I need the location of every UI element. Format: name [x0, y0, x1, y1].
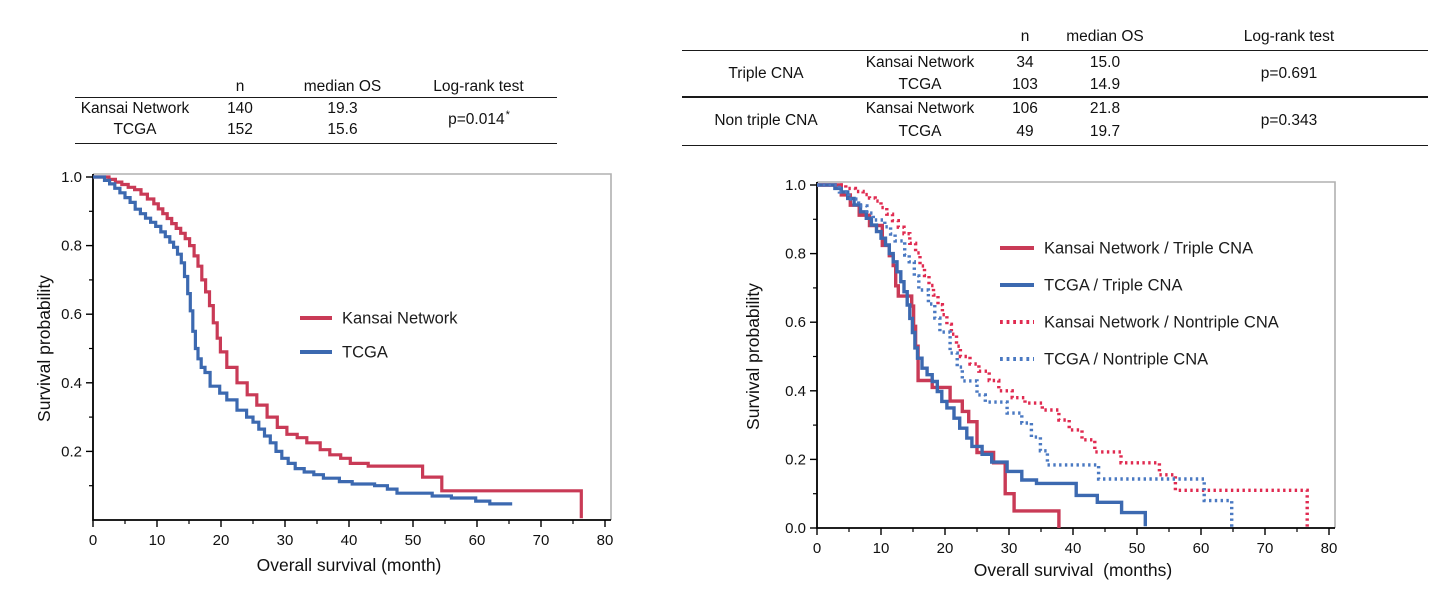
right-table-section-rule [682, 96, 1428, 98]
legend-label: TCGA / Triple CNA [1044, 277, 1182, 295]
right-table-n: 106 [1012, 99, 1038, 117]
x-tick-label: 40 [1065, 540, 1082, 557]
km-chart-by-cna: 0 10 20 30 40 50 60 70 80 1.0 0.8 0.6 0.4 0.2 0.0 Overa… [743, 177, 1338, 580]
legend-label: Kansai Network / Triple CNA [1044, 240, 1253, 258]
legend-label: Kansai Network [342, 310, 458, 328]
y-tick-label: 0.6 [785, 314, 806, 331]
km-curve-1 [817, 183, 1147, 527]
km-curve-1 [93, 175, 513, 506]
legend-label: TCGA [342, 344, 388, 362]
y-tick-label: 1.0 [785, 177, 806, 194]
right-table-cohort: TCGA [898, 122, 942, 140]
y-axis-ticks: 1.0 0.8 0.6 0.4 0.2 0.0 [785, 177, 817, 537]
right-table-os: 14.9 [1089, 75, 1121, 93]
right-table-group-nontriple: Non triple CNA [714, 111, 818, 129]
x-tick-label: 10 [149, 532, 166, 549]
km-curve-2 [817, 183, 1309, 528]
left-table-header-n: n [235, 78, 245, 96]
right-table-header-logrank: Log-rank test [1243, 27, 1335, 45]
right-table-group-triple: Triple CNA [728, 64, 804, 82]
left-table-os-2: 15.6 [327, 121, 358, 139]
right-table-n: 34 [1016, 53, 1034, 71]
left-table-n-2: 152 [227, 121, 253, 139]
left-table-os-1: 19.3 [327, 100, 358, 118]
x-tick-label: 0 [813, 540, 821, 557]
x-tick-label: 50 [405, 532, 422, 549]
km-curve-3 [817, 183, 1234, 528]
x-axis-title: Overall survival (months) [974, 560, 1172, 580]
x-tick-label: 80 [1321, 540, 1338, 557]
right-summary-table: n median OS Log-rank test Triple CNA Kan… [682, 24, 1428, 147]
x-tick-label: 60 [469, 532, 486, 549]
plot-frame [93, 173, 612, 520]
x-tick-label: 70 [1257, 540, 1274, 557]
y-axis-title: Survival probability [743, 283, 763, 430]
left-table-cohort-2: TCGA [113, 121, 157, 139]
right-table-n: 49 [1016, 122, 1034, 140]
x-tick-label: 60 [1193, 540, 1210, 557]
right-table-cohort: Kansai Network [865, 99, 975, 117]
right-table-p-value-triple: p=0.691 [1260, 64, 1318, 82]
y-tick-label: 0.2 [61, 443, 82, 460]
left-table-header-logrank: Log-rank test [433, 78, 524, 96]
x-axis-ticks: 0 10 20 30 40 50 60 70 80 [89, 520, 614, 549]
right-table-header-rule [682, 50, 1428, 51]
x-tick-label: 70 [533, 532, 550, 549]
y-axis-title: Survival probability [34, 275, 54, 422]
legend-label: Kansai Network / Nontriple CNA [1044, 314, 1279, 332]
left-table-n-1: 140 [227, 100, 253, 118]
y-tick-label: 0.6 [61, 306, 82, 323]
significance-asterisk: * [505, 109, 510, 122]
right-table-bottom-rule [682, 145, 1428, 146]
plot-frame [817, 181, 1336, 528]
legend-label: TCGA / Nontriple CNA [1044, 351, 1208, 369]
x-tick-label: 30 [1001, 540, 1018, 557]
left-table-p-value: p=0.014 * [448, 109, 510, 128]
left-table-cohort-1: Kansai Network [80, 100, 190, 118]
right-table-header-n: n [1020, 27, 1030, 45]
y-tick-label: 0.4 [61, 375, 82, 392]
legend: Kansai Network / Triple CNA TCGA / Triple… [1000, 240, 1279, 369]
x-tick-label: 10 [873, 540, 890, 557]
right-table-os: 21.8 [1089, 99, 1121, 117]
x-tick-label: 0 [89, 532, 97, 549]
legend: Kansai Network TCGA [300, 310, 458, 362]
left-table-header-rule [75, 97, 557, 98]
right-table-cohort: Kansai Network [865, 53, 975, 71]
right-table-n: 103 [1012, 75, 1038, 93]
right-table-header-median-os: median OS [1066, 27, 1144, 45]
y-tick-label: 0.4 [785, 383, 806, 400]
x-tick-label: 20 [937, 540, 954, 557]
x-tick-label: 80 [597, 532, 614, 549]
x-tick-label: 40 [341, 532, 358, 549]
y-axis-ticks: 1.0 0.8 0.6 0.4 0.2 [61, 169, 93, 487]
right-table-os: 15.0 [1089, 53, 1121, 71]
km-chart-overall: 0 10 20 30 40 50 60 70 80 1.0 0.8 0.6 0.4 0.2 Overall … [34, 169, 614, 575]
km-curve-0 [93, 175, 583, 519]
x-axis-title: Overall survival (month) [257, 555, 442, 575]
x-tick-label: 30 [277, 532, 294, 549]
left-summary-table: n median OS Log-rank test Kansai Network… [75, 78, 557, 145]
y-tick-label: 1.0 [61, 169, 82, 186]
left-table-bottom-rule [75, 143, 557, 144]
left-table-header-median-os: median OS [303, 78, 382, 96]
y-tick-label: 0.2 [785, 451, 806, 468]
right-table-p-value-nontriple: p=0.343 [1260, 111, 1318, 129]
y-tick-label: 0.8 [785, 246, 806, 263]
x-tick-label: 50 [1129, 540, 1146, 557]
y-tick-label: 0.8 [61, 238, 82, 255]
right-table-cohort: TCGA [898, 75, 942, 93]
x-axis-ticks: 0 10 20 30 40 50 60 70 80 [813, 528, 1338, 557]
y-tick-label: 0.0 [785, 520, 806, 537]
right-table-os: 19.7 [1089, 122, 1121, 140]
x-tick-label: 20 [213, 532, 230, 549]
